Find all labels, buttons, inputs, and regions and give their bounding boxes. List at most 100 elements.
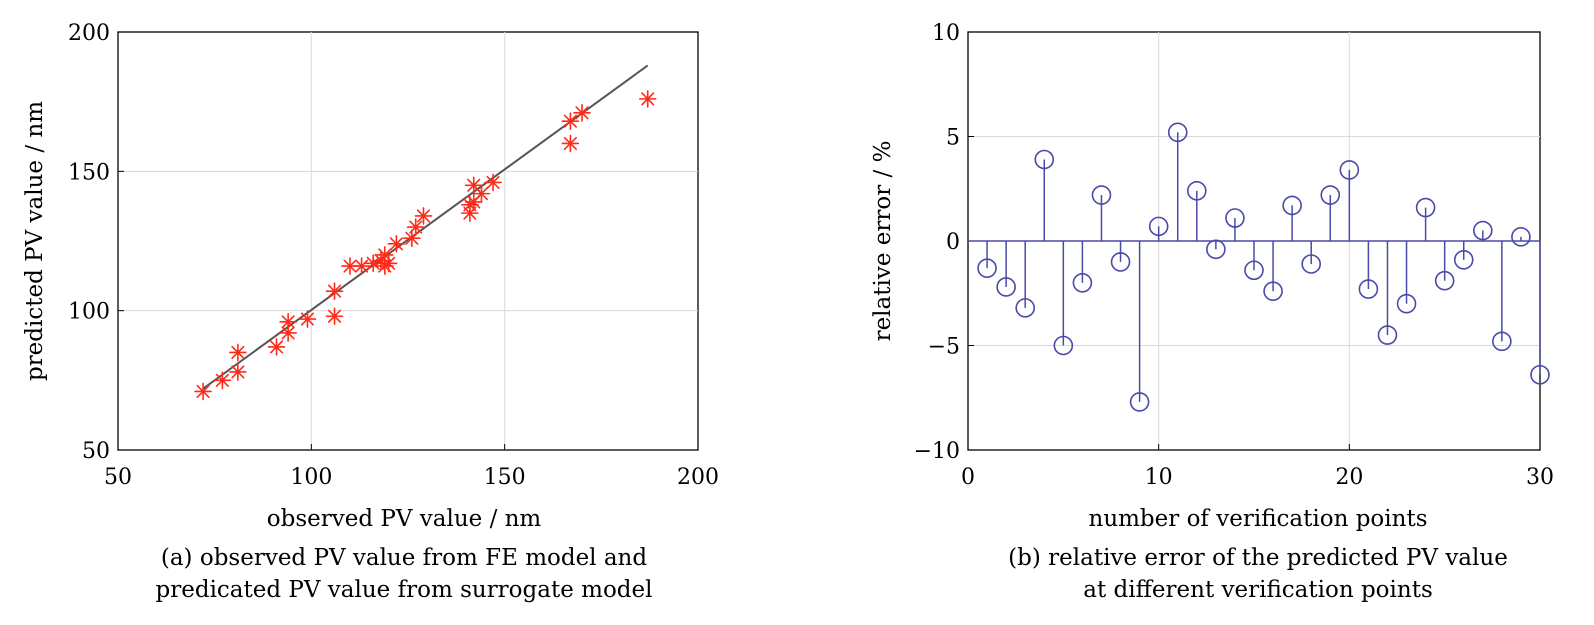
stem-marker: [1320, 185, 1341, 205]
stem-caption-line-2: at different verification points: [1083, 577, 1433, 603]
scatter-point-stroke: [382, 256, 396, 270]
stem-marker: [1072, 272, 1093, 293]
stem-x-tick-label: 0: [961, 465, 975, 490]
stem-point: [1206, 239, 1226, 260]
stem-marker: [1206, 239, 1226, 260]
stem-y-tick-label: 0: [946, 230, 960, 255]
stem-marker: [1015, 298, 1035, 318]
stem-point: [1377, 241, 1398, 345]
scatter-x-tick-label: 150: [484, 465, 526, 490]
stem-point: [1187, 181, 1207, 241]
stem-point: [1129, 241, 1150, 412]
stem-marker: [1244, 260, 1264, 281]
scatter-point-stroke: [269, 340, 284, 354]
scatter-point: [298, 310, 317, 328]
stem-marker: [1225, 208, 1245, 228]
scatter-point-stroke: [196, 384, 210, 399]
stem-marker: [1053, 335, 1074, 356]
scatter-point-stroke: [231, 345, 245, 360]
stem-x-tick-label: 20: [1335, 465, 1363, 490]
stem-marker: [1091, 185, 1112, 205]
stem-point: [1053, 241, 1074, 356]
stem-point: [1492, 241, 1512, 352]
stem-point: [1091, 185, 1112, 241]
stem-marker: [1453, 250, 1474, 270]
stem-marker: [977, 258, 997, 278]
scatter-point-stroke: [416, 209, 431, 223]
stem-point: [1339, 160, 1360, 241]
stem-marker: [1511, 227, 1531, 247]
scatter-point: [403, 229, 421, 248]
stem-x-axis-label: number of verification points: [1089, 506, 1428, 532]
stem-y-tick-label: −5: [928, 335, 960, 360]
scatter-point-stroke: [563, 114, 577, 128]
scatter-point-stroke: [389, 237, 403, 251]
scatter-x-axis-label: observed PV value / nm: [267, 506, 542, 532]
stem-marker: [1148, 216, 1169, 237]
scatter-point: [279, 324, 297, 342]
stem-point: [1244, 241, 1264, 281]
scatter-fit-line-group: [202, 64, 649, 390]
stem-marker: [1339, 160, 1360, 180]
scatter-grid: [117, 31, 699, 451]
scatter-caption-line-1: (a) observed PV value from FE model and: [161, 545, 648, 571]
scatter-x-tick-label: 50: [104, 465, 132, 490]
stem-x-tick-label: 30: [1526, 465, 1554, 490]
scatter-point-stroke: [355, 259, 369, 273]
stem-x-tick-label: 10: [1145, 465, 1173, 490]
scatter-point: [379, 254, 398, 273]
scatter-tick-labels: 50 100 150 200 50 100 150 200: [68, 21, 719, 490]
stem-marker: [1263, 281, 1283, 301]
scatter-point: [229, 343, 247, 362]
scatter-point-stroke: [486, 175, 500, 190]
stem-point: [1301, 241, 1321, 274]
scatter-y-tick-label: 200: [68, 21, 110, 46]
scatter-point-stroke: [409, 220, 423, 234]
scatter-point: [229, 363, 247, 381]
stem-point: [1263, 241, 1283, 301]
scatter-point: [472, 184, 491, 203]
scatter-point-stroke: [281, 315, 295, 329]
stem-marker: [1167, 122, 1188, 143]
scatter-point-stroke: [467, 178, 481, 192]
scatter-point-stroke: [281, 326, 295, 340]
scatter-x-tick-label: 200: [677, 465, 719, 490]
scatter-point: [279, 313, 297, 331]
scatter-point-stroke: [327, 309, 342, 323]
scatter-point-stroke: [563, 136, 577, 151]
stem-marker: [1377, 325, 1398, 345]
stem-marker: [1187, 181, 1207, 201]
stem-marker: [1129, 392, 1150, 412]
scatter-point: [406, 218, 425, 236]
scatter-point: [561, 112, 580, 130]
scatter-point: [325, 282, 344, 300]
scatter-point: [194, 382, 212, 401]
stem-marker: [1110, 252, 1131, 272]
scatter-point-stroke: [327, 284, 342, 298]
scatter-markers: [194, 90, 657, 401]
scatter-point-stroke: [343, 259, 357, 273]
stem-point: [1320, 185, 1341, 241]
stem-marker: [996, 277, 1016, 297]
stem-tick-labels: 0 10 20 30 −10 −5 0 5 10: [914, 21, 1554, 490]
stem-marker: [1434, 270, 1455, 291]
stem-point: [1110, 241, 1131, 272]
stem-marker: [1415, 197, 1436, 218]
scatter-point: [484, 173, 502, 192]
scatter-point: [267, 338, 286, 356]
stem-point: [996, 241, 1016, 297]
scatter-point: [352, 257, 371, 275]
scatter-point: [638, 90, 657, 108]
stem-y-tick-label: 10: [932, 21, 960, 46]
stem-point: [1148, 216, 1169, 241]
scatter-y-tick-label: 50: [82, 439, 110, 464]
stem-point: [1034, 149, 1055, 241]
stem-point: [1358, 241, 1379, 299]
scatter-point-stroke: [378, 248, 392, 262]
stem-point: [1015, 241, 1035, 318]
stem-marker: [1492, 331, 1512, 352]
scatter-point: [387, 234, 406, 253]
stem-point: [1225, 208, 1245, 241]
scatter-point-stroke: [300, 312, 315, 326]
